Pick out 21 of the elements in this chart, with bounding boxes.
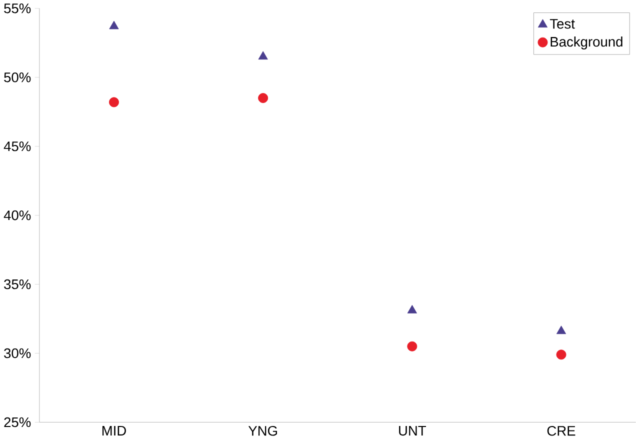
x-tick-label: MID: [102, 426, 126, 436]
point: [556, 326, 566, 334]
point: [407, 304, 417, 314]
point: [258, 51, 268, 60]
x-tick-label: CRE: [547, 426, 576, 436]
y-tick-label: 45%: [4, 141, 31, 152]
legend-label: Test: [550, 18, 575, 29]
x-tick-label: YNG: [248, 426, 277, 436]
point: [258, 92, 268, 103]
legend-label: Background: [550, 36, 622, 50]
y-tick-label: 30%: [4, 348, 31, 358]
y-tick-label: 40%: [4, 210, 31, 220]
y-tick-label: 55%: [4, 3, 31, 14]
y-tick-label: 35%: [4, 279, 31, 290]
y-tick-label: 50%: [4, 72, 31, 82]
point: [109, 20, 119, 30]
point: [108, 97, 119, 108]
point: [407, 341, 418, 352]
point: [556, 350, 566, 360]
y-tick-label: 25%: [4, 417, 31, 427]
x-tick-label: UNT: [399, 426, 426, 436]
